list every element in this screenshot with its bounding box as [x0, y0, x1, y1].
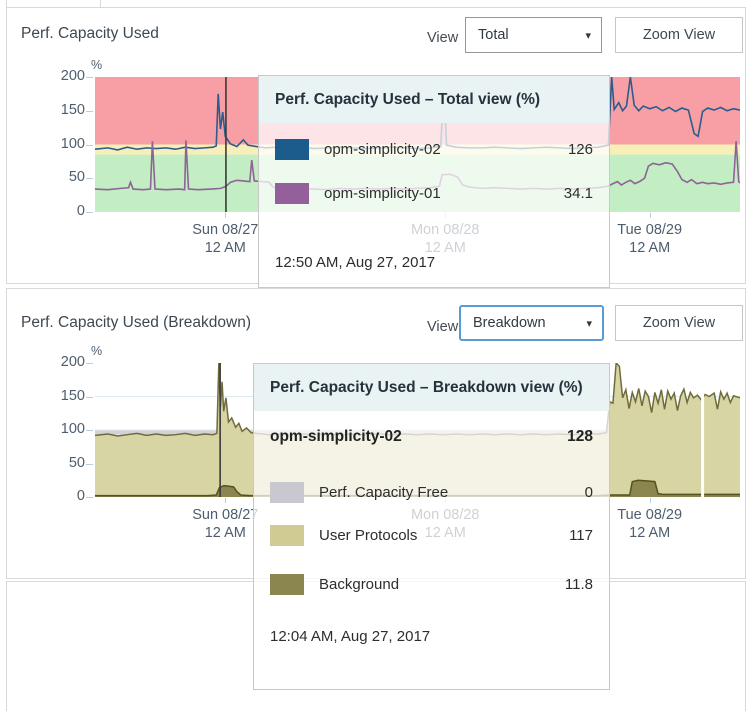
series-value: 117 [569, 527, 593, 544]
series-name: opm-simplicity-02 [324, 141, 441, 158]
view-dropdown-total[interactable]: Total ▾ [465, 17, 602, 53]
series-name: Background [319, 576, 400, 593]
tooltip-title: Perf. Capacity Used – Total view (%) [259, 76, 609, 123]
series-name: opm-simplicity-01 [324, 185, 441, 202]
chart-tooltip-breakdown: Perf. Capacity Used – Breakdown view (%)… [253, 363, 610, 690]
series-swatch-purple [275, 183, 309, 204]
node-total-value: 128 [567, 428, 593, 445]
node-name: opm-simplicity-02 [270, 428, 402, 445]
series-swatch-olive [270, 574, 304, 595]
panel-title: Perf. Capacity Used [21, 25, 159, 42]
view-label: View [427, 30, 459, 46]
chevron-down-icon: ▾ [585, 29, 591, 42]
tooltip-title: Perf. Capacity Used – Breakdown view (%) [254, 364, 609, 411]
chart-tooltip-total: Perf. Capacity Used – Total view (%) opm… [258, 75, 610, 288]
tooltip-highlight-row: opm-simplicity-02 128 [254, 428, 609, 446]
view-dropdown-breakdown[interactable]: Breakdown ▾ [459, 305, 604, 341]
zoom-view-button[interactable]: Zoom View [615, 305, 743, 341]
series-value: 11.8 [564, 576, 593, 593]
view-dropdown-value: Breakdown [473, 315, 546, 331]
tooltip-timestamp: 12:04 AM, Aug 27, 2017 [270, 628, 431, 645]
panel-title: Perf. Capacity Used (Breakdown) [21, 314, 252, 331]
page-left-border [6, 0, 7, 8]
series-swatch-blue [275, 139, 309, 160]
series-name: Perf. Capacity Free [319, 484, 449, 501]
tooltip-row: User Protocols 117 [254, 525, 609, 546]
tooltip-row: opm-simplicity-02 126 [259, 139, 609, 160]
series-swatch-khaki [270, 525, 304, 546]
series-value: 0 [584, 484, 593, 501]
series-name: User Protocols [319, 527, 418, 544]
tooltip-row: opm-simplicity-01 34.1 [259, 183, 609, 204]
zoom-view-button[interactable]: Zoom View [615, 17, 743, 53]
chevron-down-icon: ▾ [586, 317, 592, 330]
tooltip-timestamp: 12:50 AM, Aug 27, 2017 [275, 254, 436, 271]
tooltip-row: Perf. Capacity Free 0 [254, 482, 609, 503]
header-column-divider [100, 0, 101, 7]
view-dropdown-value: Total [478, 27, 509, 43]
view-label: View [427, 319, 459, 335]
series-swatch-gray [270, 482, 304, 503]
series-value: 126 [567, 141, 593, 158]
tooltip-row: Background 11.8 [254, 574, 609, 595]
series-value: 34.1 [563, 185, 593, 202]
